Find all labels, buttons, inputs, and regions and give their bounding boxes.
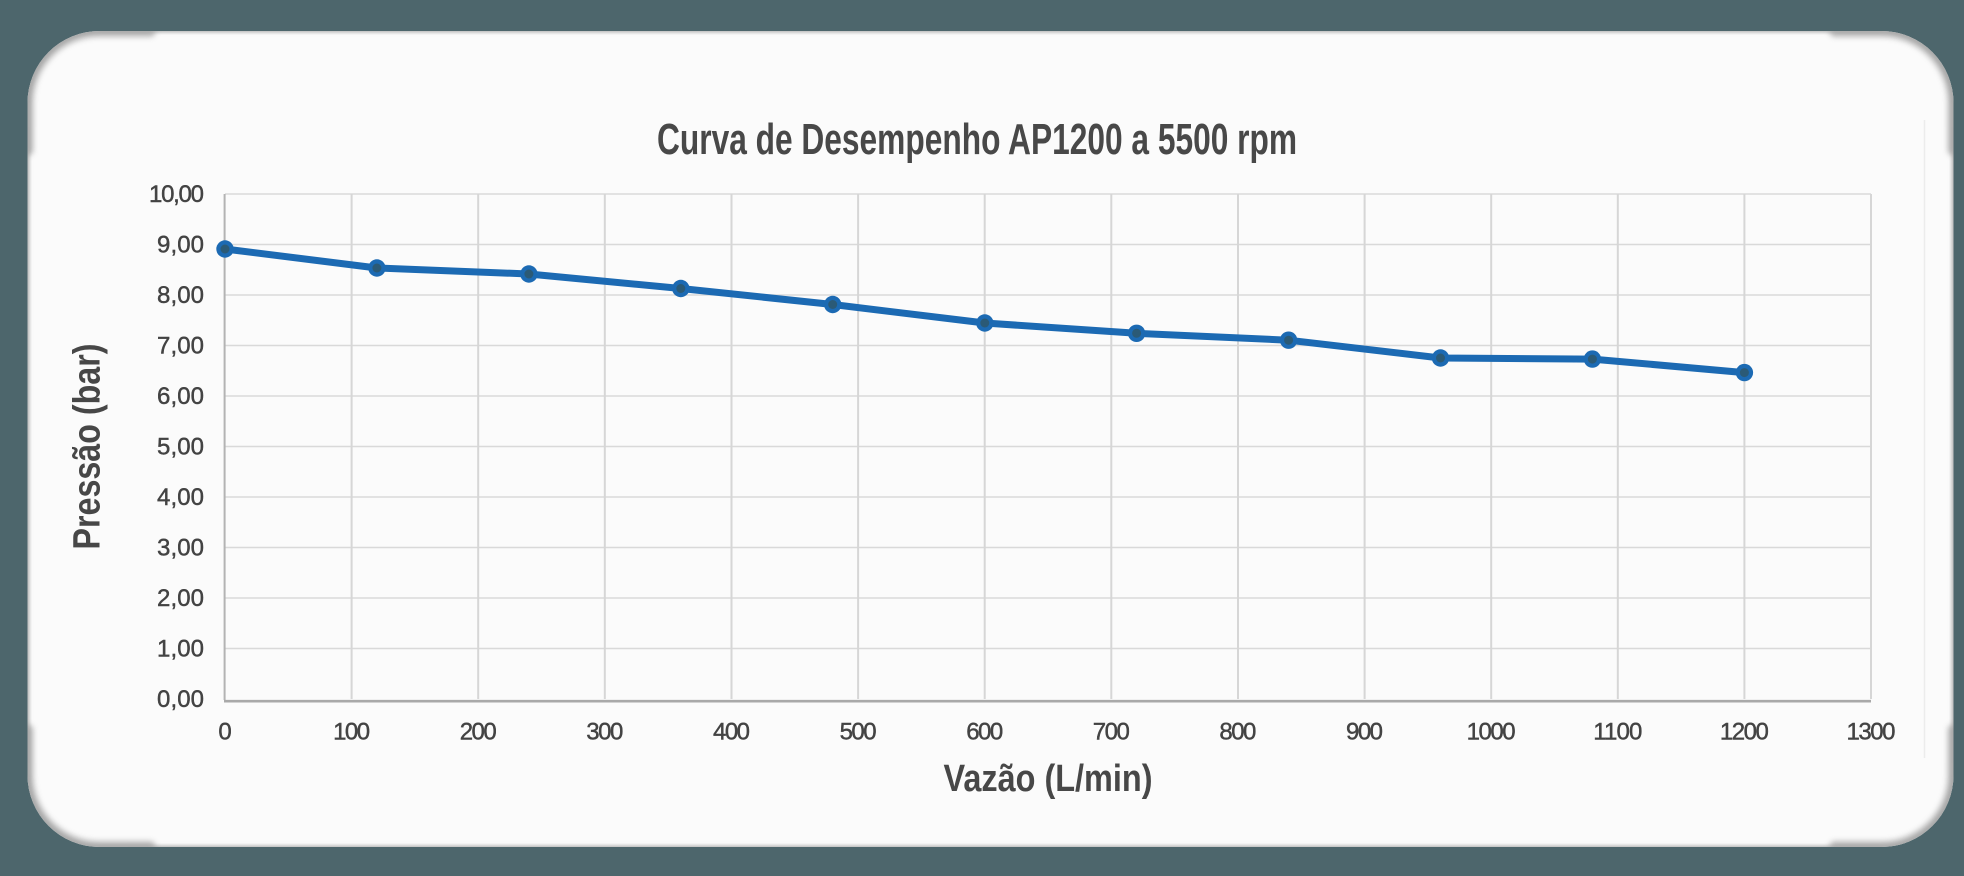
svg-text:200: 200	[460, 719, 497, 746]
svg-text:Vazão (L/min): Vazão (L/min)	[944, 758, 1153, 800]
svg-text:7,00: 7,00	[157, 333, 204, 360]
svg-text:1200: 1200	[1720, 719, 1769, 746]
svg-text:100: 100	[333, 719, 370, 746]
svg-text:4,00: 4,00	[157, 484, 204, 511]
svg-text:1,00: 1,00	[157, 636, 204, 663]
svg-text:0,00: 0,00	[157, 686, 204, 713]
svg-text:5,00: 5,00	[157, 434, 204, 461]
svg-text:3,00: 3,00	[157, 535, 204, 562]
svg-text:6,00: 6,00	[157, 383, 204, 410]
svg-text:400: 400	[713, 719, 750, 746]
svg-text:8,00: 8,00	[157, 282, 204, 309]
svg-text:700: 700	[1093, 719, 1130, 746]
svg-text:0: 0	[218, 719, 231, 746]
svg-text:10,00: 10,00	[149, 181, 204, 208]
svg-text:9,00: 9,00	[157, 232, 204, 259]
svg-text:2,00: 2,00	[157, 585, 204, 612]
svg-text:1100: 1100	[1593, 719, 1642, 746]
svg-text:300: 300	[586, 719, 623, 746]
svg-text:1300: 1300	[1847, 719, 1896, 746]
svg-text:Curva de Desempenho AP1200 a 5: Curva de Desempenho AP1200 a 5500 rpm	[657, 115, 1297, 164]
svg-text:1000: 1000	[1467, 719, 1516, 746]
svg-text:Pressão (bar): Pressão (bar)	[67, 344, 109, 550]
svg-text:800: 800	[1219, 719, 1256, 746]
svg-text:900: 900	[1346, 719, 1383, 746]
svg-text:600: 600	[966, 719, 1003, 746]
svg-text:500: 500	[840, 719, 877, 746]
